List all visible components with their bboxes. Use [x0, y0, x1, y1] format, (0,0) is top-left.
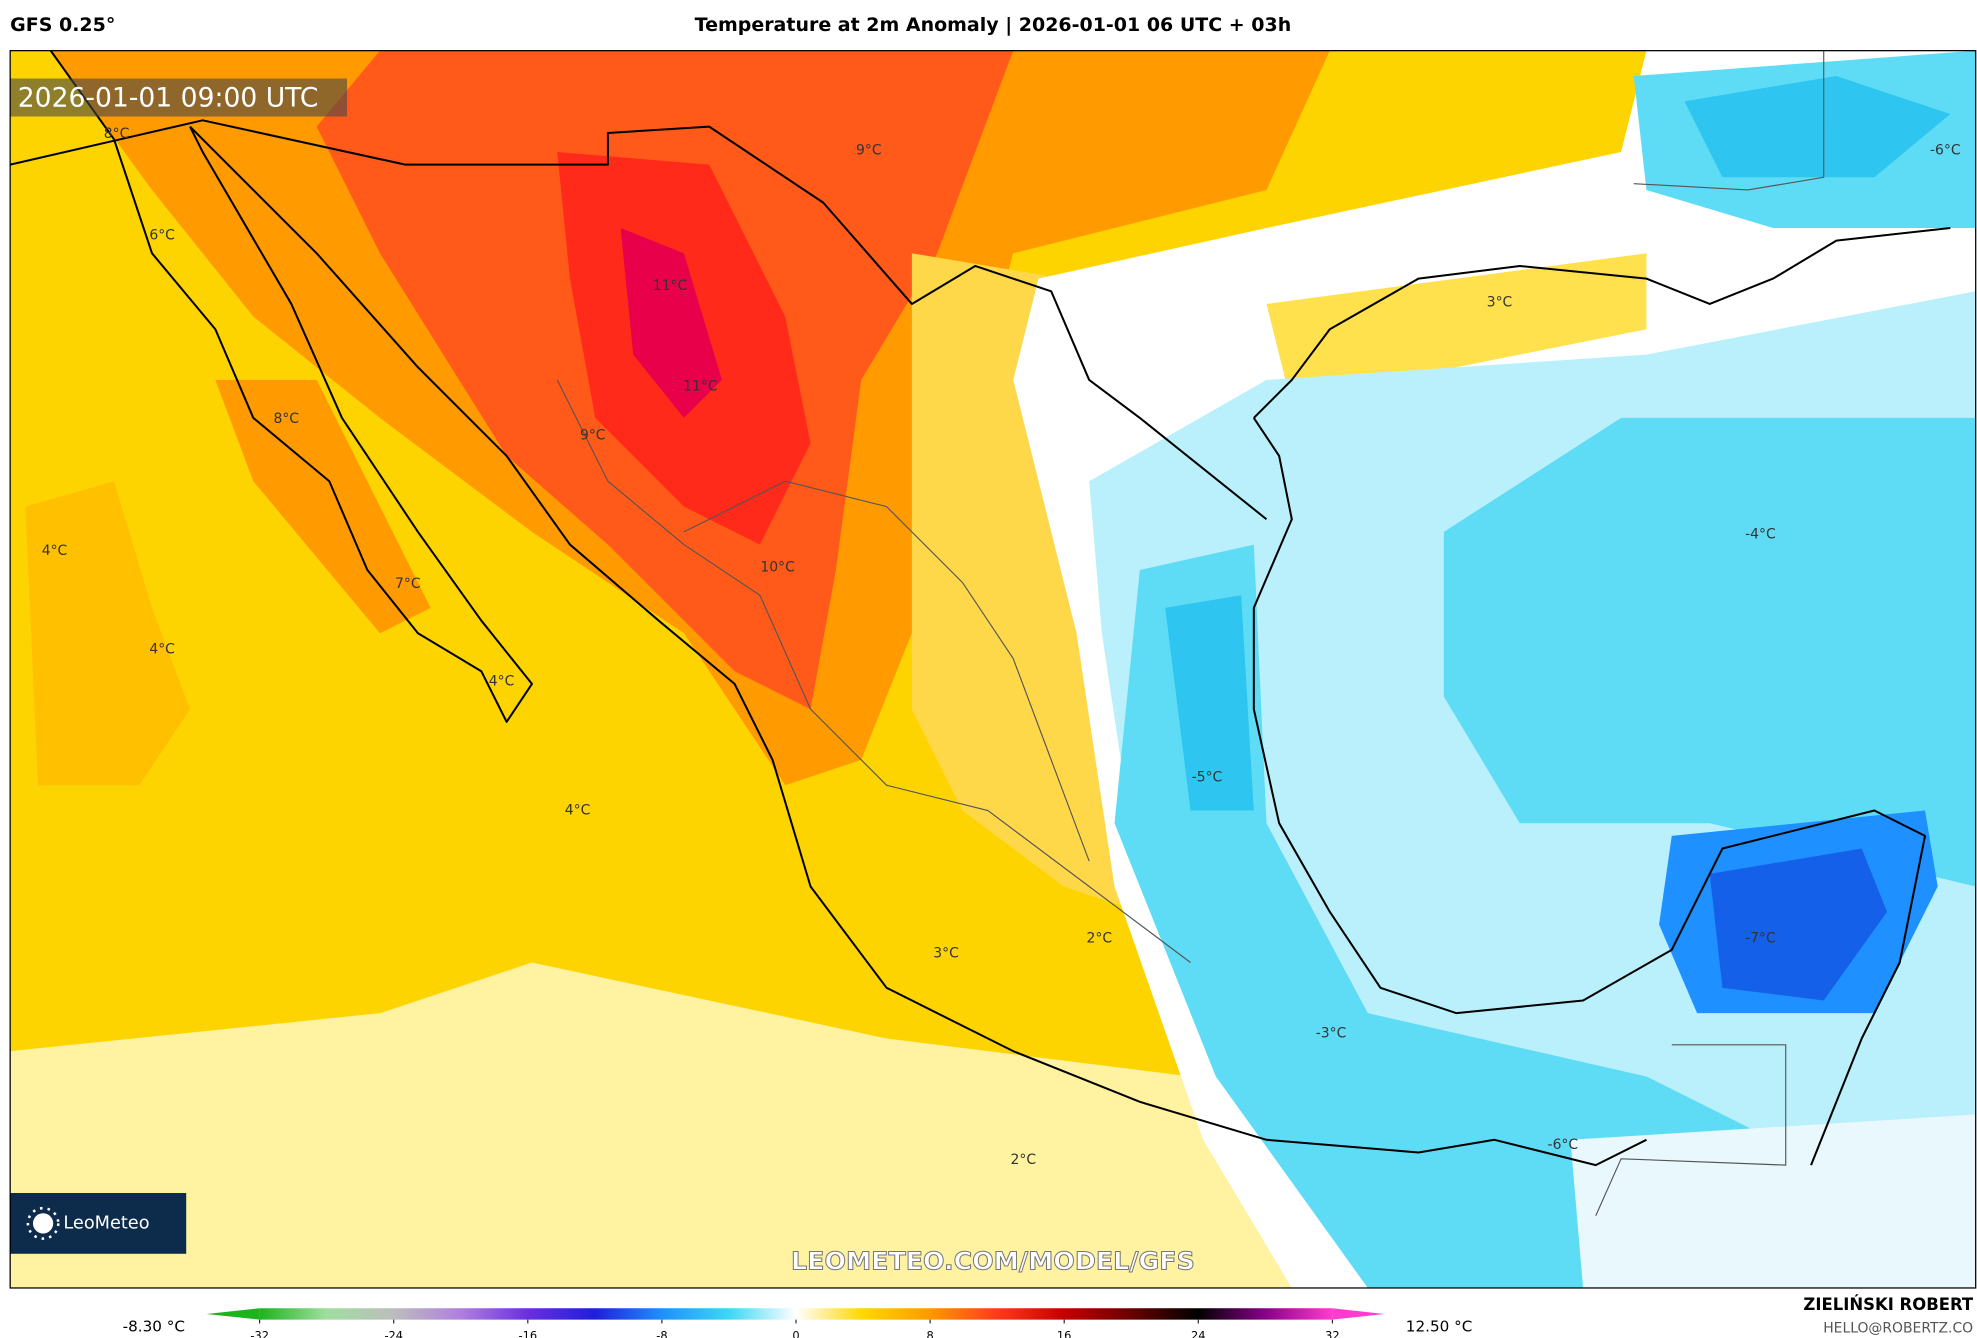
colorbar-tick-label: 24 — [1191, 1329, 1205, 1338]
colorbar-tick-label: -16 — [519, 1329, 538, 1338]
coastline — [49, 50, 533, 723]
model-name: GFS 0.25° — [10, 14, 115, 36]
colorbar-bar — [259, 1308, 1333, 1320]
author-name: ZIELIŃSKI ROBERT — [1803, 1295, 1973, 1314]
colorbar-tick-label: -8 — [656, 1329, 667, 1338]
country-border — [1595, 1044, 1787, 1217]
colorbar-min: -8.30 °C — [123, 1318, 185, 1336]
timestamp: 2026-01-01 09:00 UTC — [18, 82, 319, 113]
state-border — [556, 379, 1191, 963]
map-label: 8°C — [104, 126, 130, 142]
map-label: -6°C — [1930, 143, 1961, 159]
anomaly-area — [1165, 595, 1254, 811]
anomaly-area — [1684, 75, 1951, 178]
anomaly-area — [620, 227, 722, 418]
colorbar-extend-high — [1332, 1308, 1385, 1320]
anomaly-area — [10, 962, 1305, 1288]
map-label: -6°C — [1548, 1137, 1579, 1153]
colorbar-tick-label: 32 — [1325, 1329, 1339, 1338]
map-label: -3°C — [1316, 1025, 1347, 1041]
anomaly-area — [1709, 848, 1888, 1001]
map-label: 2°C — [1087, 930, 1113, 946]
map-label: 7°C — [395, 576, 421, 592]
author-email: HELLO@ROBERTZ.CO — [1823, 1321, 1973, 1337]
colorbar: -32 -24 -16 -8 0 8 16 24 32 — [206, 1308, 1385, 1338]
anomaly-area — [1266, 253, 1647, 406]
map-title: Temperature at 2m Anomaly | 2026-01-01 0… — [695, 14, 1292, 36]
colorbar-max: 12.50 °C — [1406, 1318, 1473, 1336]
state-border — [683, 480, 1090, 862]
colorbar-tick-label: 0 — [792, 1329, 799, 1338]
map-label: 9°C — [580, 428, 606, 444]
map-label: 4°C — [149, 642, 175, 658]
border — [10, 119, 1268, 521]
map-frame — [9, 50, 1977, 1289]
colorbar-tick-label: 16 — [1057, 1329, 1071, 1338]
map-label: 4°C — [565, 803, 591, 819]
map-label: 6°C — [149, 228, 175, 244]
anomaly-area — [1114, 544, 1799, 1288]
map-label: 9°C — [856, 143, 882, 159]
watermark: LEOMETEO.COM/MODEL/GFS — [791, 1246, 1195, 1276]
coastline — [1253, 226, 1951, 419]
logo-sun — [32, 1213, 54, 1234]
map-label: -7°C — [1745, 930, 1776, 946]
anomaly-area — [1570, 1114, 1976, 1288]
map-label: 3°C — [1487, 295, 1513, 311]
timestamp-box — [10, 78, 348, 117]
coastline — [189, 125, 1647, 1167]
map-label: 11°C — [653, 278, 687, 294]
map-label: -4°C — [1745, 526, 1776, 542]
map-label: 11°C — [683, 378, 717, 394]
map-label: 8°C — [273, 411, 299, 427]
logo-text: LeoMeteo — [63, 1213, 149, 1233]
colorbar-tick-label: -24 — [384, 1329, 403, 1338]
colorbar-tick-label: -32 — [250, 1329, 269, 1338]
coastline — [1252, 417, 1927, 1166]
map-label: 2°C — [1011, 1152, 1037, 1168]
map-label: 4°C — [42, 543, 68, 559]
colorbar-tick-label: 8 — [926, 1329, 933, 1338]
state-border — [1633, 50, 1825, 191]
colorbar-extend-low — [206, 1308, 260, 1320]
map-label: -5°C — [1192, 770, 1223, 786]
anomaly-area — [215, 379, 431, 634]
map-label: 3°C — [933, 946, 959, 962]
map-label: 4°C — [489, 673, 515, 689]
anomaly-area — [1443, 417, 1976, 887]
map-label: 10°C — [760, 559, 794, 575]
anomaly-area — [25, 481, 191, 786]
map: 8°C 6°C 9°C 11°C 11°C 8°C 9°C 4°C 7°C 4°… — [10, 50, 1976, 1288]
